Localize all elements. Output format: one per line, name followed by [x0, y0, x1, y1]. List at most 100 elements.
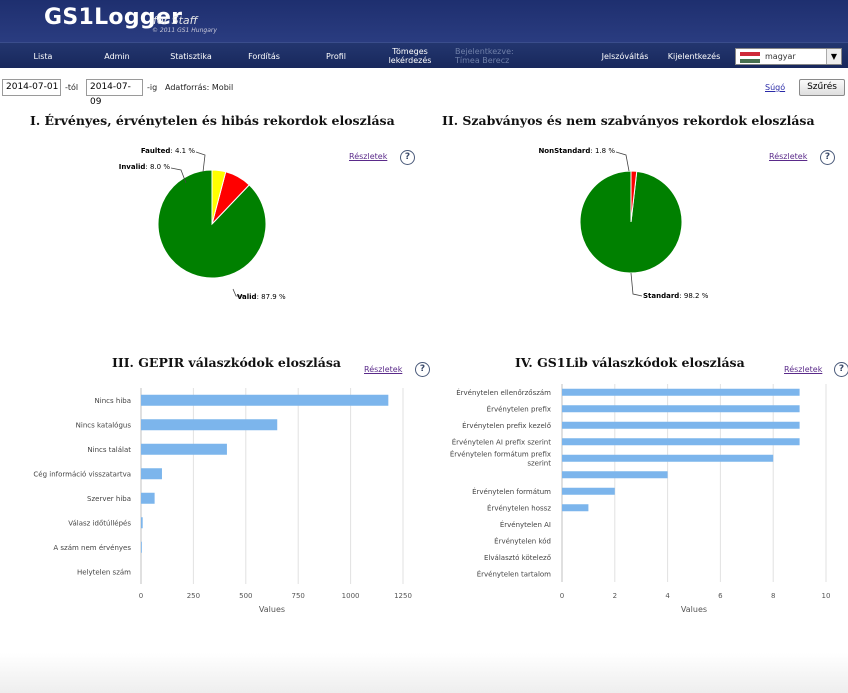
bar3-bar-5 — [141, 517, 143, 529]
logo-copyright: © 2011 GS1 Hungary — [152, 27, 217, 34]
bar3-category-label: Helytelen szám — [77, 568, 131, 576]
panel3-title: III. GEPIR válaszkódok eloszlása — [112, 355, 342, 370]
bar4-bar-6 — [562, 487, 615, 495]
nav-lista[interactable]: Lista — [33, 51, 53, 61]
language-selected: magyar — [765, 52, 796, 61]
bar4-bar-5 — [562, 471, 668, 479]
bar3-xtick-label: 1250 — [394, 592, 412, 600]
panel4-help-icon[interactable]: ? — [834, 362, 848, 377]
header-banner: GS1Logger for Staff © 2011 GS1 Hungary — [0, 0, 848, 42]
filter-button[interactable]: Szűrés — [799, 79, 845, 96]
nav-admin[interactable]: Admin — [104, 51, 130, 61]
nav-statisztika[interactable]: Statisztika — [170, 51, 212, 61]
date-to-label: -ig — [147, 83, 158, 92]
bar3-bar-0 — [141, 394, 389, 406]
nav-profil[interactable]: Profil — [326, 51, 346, 61]
pie1-label-invalid: Invalid: 8.0 % — [119, 163, 171, 171]
chevron-down-icon[interactable]: ▼ — [826, 49, 841, 64]
pie1-connector-faulted — [195, 151, 206, 173]
pie2-connector-nonstandard — [615, 151, 630, 172]
date-to-input[interactable]: 2014-07-09 — [86, 79, 143, 107]
bar4-bar-0 — [562, 388, 800, 396]
bar4-category-label: Érvénytelen prefix kezelő — [462, 421, 551, 430]
bar3-bar-3 — [141, 468, 162, 480]
pie1-label-faulted: Faulted: 4.1 % — [141, 147, 196, 155]
bar4-xtick-label: 2 — [613, 592, 617, 600]
bar3-category-label: Válasz időtúllépés — [68, 518, 131, 527]
bar3-category-label: A szám nem érvényes — [53, 544, 131, 552]
bar4-category-label: Érvénytelen prefix — [487, 404, 551, 413]
hungarian-flag-icon — [740, 52, 760, 63]
footer-band — [0, 653, 848, 693]
panel2-title: II. Szabványos és nem szabványos rekordo… — [442, 113, 815, 128]
pie2-label-nonstandard: NonStandard: 1.8 % — [538, 147, 615, 155]
bar3-x-axis-title: Values — [259, 605, 285, 614]
panel1-help-icon[interactable]: ? — [400, 150, 415, 165]
bar3-category-label: Nincs hiba — [95, 397, 131, 405]
bar4-category-label: Érvénytelen formátum — [472, 487, 551, 496]
logged-in-name: Tímea Berecz — [455, 56, 510, 65]
bar3-xtick-label: 1000 — [342, 592, 360, 600]
bar3-bar-6 — [141, 541, 142, 553]
bar4-xtick-label: 8 — [771, 592, 775, 600]
bar4-bar-7 — [562, 504, 589, 512]
panel4-title: IV. GS1Lib válaszkódok eloszlása — [515, 355, 745, 370]
nav-tomeges-lekerdezes[interactable]: Tömeges lekérdezés — [378, 43, 442, 69]
help-link[interactable]: Súgó — [765, 83, 786, 92]
bar3-xtick-label: 250 — [187, 592, 200, 600]
bar4-xtick-label: 4 — [665, 592, 670, 600]
date-from-input[interactable]: 2014-07-01 — [2, 79, 61, 96]
bar4-category-label: Elválasztó kötelező — [484, 553, 551, 562]
panel2-details-link[interactable]: Részletek — [769, 152, 808, 161]
panel3-help-icon[interactable]: ? — [415, 362, 430, 377]
date-from-label: -tól — [65, 83, 79, 92]
nav-tomeges-line1: Tömeges — [392, 47, 428, 56]
bar3-xtick-label: 500 — [239, 592, 252, 600]
bar4-category-label: Érvénytelen AI prefix szerint — [452, 437, 552, 446]
nav-jelszovaltas[interactable]: Jelszóváltás — [601, 51, 649, 61]
nav-forditas[interactable]: Fordítás — [248, 51, 280, 61]
bar3-category-label: Cég információ visszatartva — [33, 470, 131, 478]
panel1-details-link[interactable]: Részletek — [349, 152, 388, 161]
bar3-xtick-label: 750 — [292, 592, 305, 600]
bar3-bar-1 — [141, 419, 278, 431]
bar4-xtick-label: 6 — [718, 592, 723, 600]
pie2-slice-nonstandard — [630, 170, 638, 223]
bar4-bar-1 — [562, 405, 800, 413]
bar4-category-label: Érvénytelen tartalom — [477, 569, 551, 578]
bar4-category-label: Érvénytelen hossz — [487, 503, 551, 512]
bar4-category-label: Érvénytelen AI — [500, 520, 551, 529]
bar4-xtick-label: 10 — [822, 592, 831, 600]
bar4-bar-2 — [562, 421, 800, 429]
bar4-category-label: Érvénytelen ellenőrzőszám — [456, 388, 551, 397]
bar3-category-label: Szerver hiba — [87, 495, 131, 503]
pie1-connector-valid — [232, 288, 244, 297]
nav-kijelentkezes[interactable]: Kijelentkezés — [667, 51, 721, 61]
bar4-bar-3 — [562, 438, 800, 446]
pie2-connector-standard — [630, 272, 643, 297]
pie1-slice-faulted — [211, 169, 227, 225]
bar3-bar-4 — [141, 492, 155, 504]
pie1-connector-invalid — [170, 167, 187, 184]
bar3-bar-2 — [141, 443, 227, 455]
bar3-category-label: Nincs katalógus — [76, 421, 132, 429]
bar4-category-label: Érvénytelen kód — [494, 536, 551, 545]
panel4-details-link[interactable]: Részletek — [784, 365, 823, 374]
bar4-category-label: Érvénytelen formátum prefix — [450, 449, 551, 458]
logged-in-user: Bejelentkezve: Tímea Berecz — [455, 43, 535, 69]
panel1-title: I. Érvényes, érvénytelen és hibás rekord… — [30, 113, 395, 128]
logo[interactable]: GS1Logger — [44, 5, 183, 30]
logged-in-label: Bejelentkezve: — [455, 47, 514, 56]
bar4-xtick-label: 0 — [560, 592, 564, 600]
filter-bar: 2014-07-01 -tól 2014-07-09 -ig Adatforrá… — [0, 78, 848, 107]
bar4-bar-4 — [562, 454, 774, 462]
panel3-details-link[interactable]: Részletek — [364, 365, 403, 374]
data-source-label: Adatforrás: Mobil — [165, 83, 234, 92]
panel2-help-icon[interactable]: ? — [820, 150, 835, 165]
pie2-label-standard: Standard: 98.2 % — [643, 292, 709, 300]
language-select[interactable]: magyar ▼ — [735, 48, 842, 65]
main-nav: Lista Admin Statisztika Fordítás Profil … — [0, 42, 848, 68]
pie1-label-valid: Valid: 87.9 % — [237, 293, 286, 301]
